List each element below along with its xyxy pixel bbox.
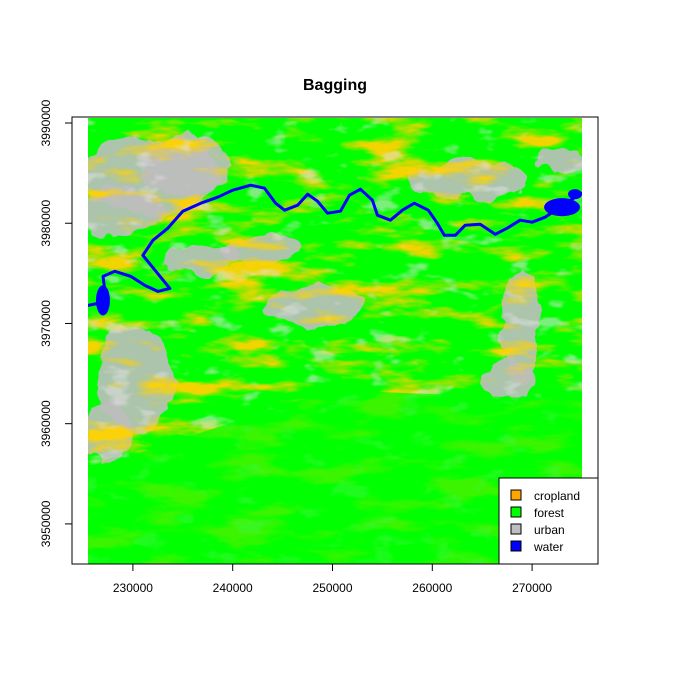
legend-swatch-cropland [510, 489, 522, 501]
water-body [544, 198, 581, 217]
legend: cropland forest urban water [498, 477, 599, 565]
legend-label-cropland: cropland [534, 489, 580, 503]
y-tick-label: 3960000 [39, 400, 53, 447]
water-body [95, 285, 110, 316]
legend-label-urban: urban [534, 523, 565, 537]
legend-swatch-water [510, 540, 522, 552]
x-tick-label: 250000 [312, 581, 352, 595]
y-axis: 3950000 3960000 3970000 3980000 3990000 [39, 99, 73, 547]
legend-swatch-urban [510, 523, 522, 535]
x-axis: 230000 240000 250000 260000 270000 [113, 563, 552, 595]
y-tick-label: 3950000 [39, 500, 53, 547]
y-tick-label: 3980000 [39, 200, 53, 247]
chart-title: Bagging [303, 77, 367, 94]
forest-southeast-fill [88, 390, 582, 564]
water-features [88, 183, 582, 316]
river [88, 183, 582, 307]
legend-label-water: water [533, 540, 563, 554]
x-tick-label: 270000 [512, 581, 552, 595]
y-tick-label: 3990000 [39, 99, 53, 146]
water-body [568, 189, 582, 200]
x-tick-label: 240000 [213, 581, 253, 595]
legend-label-forest: forest [534, 506, 565, 520]
y-tick-label: 3970000 [39, 300, 53, 347]
x-tick-label: 260000 [412, 581, 452, 595]
legend-swatch-forest [510, 506, 522, 518]
x-tick-label: 230000 [113, 581, 153, 595]
